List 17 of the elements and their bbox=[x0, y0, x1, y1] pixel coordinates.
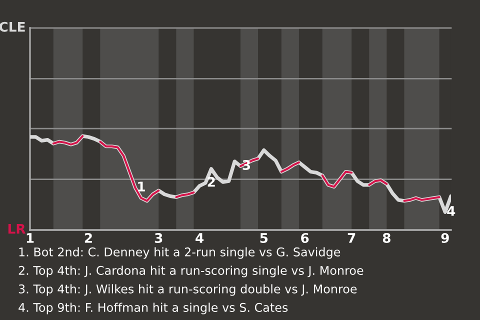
x-tick-label: 2 bbox=[84, 233, 92, 243]
x-tick-label: 4 bbox=[196, 233, 204, 243]
ref-line-label: LR bbox=[8, 224, 26, 234]
x-tick-label: 1 bbox=[26, 233, 34, 243]
x-tick-label: 5 bbox=[260, 233, 268, 243]
annotation: 1 bbox=[138, 182, 145, 192]
text: 3. Top 4th: J. Wilkes hit a run-scoring double vs J. Monroe bbox=[18, 284, 357, 296]
annotation: 4 bbox=[447, 206, 456, 216]
x-tick-label: 3 bbox=[154, 233, 162, 243]
x-tick-label: 6 bbox=[301, 233, 309, 243]
annotation: 2 bbox=[208, 176, 215, 187]
x-tick-label: 9 bbox=[441, 233, 449, 243]
text: 4. Top 9th: F. Hoffman hit a single vs S. Cates bbox=[18, 302, 288, 314]
text: 2. Top 4th: J. Cardona hit a run-scoring single vs J. Monroe bbox=[18, 266, 364, 278]
text: 1. Bot 2nd: C. Denney hit a 2-run single vs G. Savidge bbox=[19, 247, 340, 259]
x-tick-label: 8 bbox=[382, 233, 390, 243]
x-tick-label: 7 bbox=[348, 233, 356, 243]
